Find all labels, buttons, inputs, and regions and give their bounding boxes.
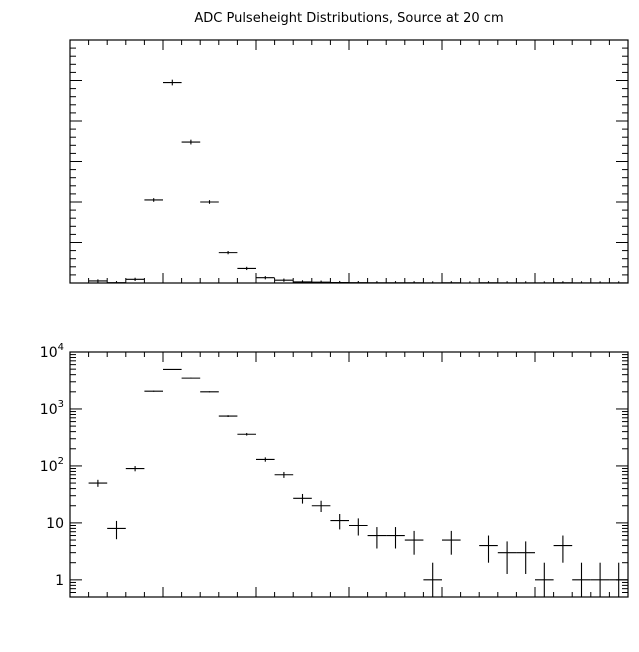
data-point	[181, 377, 201, 379]
data-point	[535, 281, 554, 284]
linear-scale-panel	[69, 39, 629, 284]
data-point	[311, 280, 331, 283]
data-point	[200, 200, 219, 204]
plot-frame	[69, 351, 629, 598]
data-point	[107, 520, 126, 540]
data-point	[107, 281, 126, 284]
data-point	[237, 266, 256, 271]
data-point	[386, 527, 405, 549]
data-point	[293, 280, 312, 283]
data-point	[497, 541, 517, 574]
data-point	[200, 391, 219, 393]
data-point	[497, 281, 517, 284]
data-point	[349, 281, 368, 284]
data-point	[553, 535, 573, 563]
y-tick-label: 104	[40, 342, 64, 361]
data-point	[367, 527, 387, 549]
data-point	[516, 281, 535, 284]
data-point	[349, 518, 368, 536]
data-point	[293, 493, 312, 504]
data-point	[218, 251, 238, 255]
data-point	[144, 390, 163, 392]
y-tick-label-exponent: 2	[58, 456, 64, 467]
y-tick-label-exponent: 3	[58, 399, 64, 410]
data-point	[404, 281, 424, 284]
y-tick-label-exponent: 4	[58, 342, 64, 353]
data-point	[88, 479, 108, 487]
data-point	[256, 276, 275, 280]
data-point	[609, 281, 628, 284]
data-point	[442, 530, 461, 555]
y-tick-label: 10	[46, 516, 64, 532]
data-point	[404, 530, 424, 555]
y-tick-label-base: 10	[40, 402, 58, 418]
data-point	[516, 541, 535, 574]
data-point	[367, 281, 387, 284]
data-point	[274, 471, 294, 478]
data-point	[572, 562, 591, 597]
data-point	[442, 281, 461, 284]
y-tick-label: 1	[55, 573, 64, 589]
data-point	[256, 457, 275, 462]
y-tick-label: 102	[40, 456, 64, 475]
data-point	[330, 514, 349, 530]
plot-frame	[69, 39, 629, 284]
data-point	[386, 281, 405, 284]
data-point	[609, 562, 628, 597]
data-point	[423, 281, 442, 284]
data-point	[423, 562, 442, 597]
data-point	[125, 277, 145, 281]
chart-title: ADC Pulseheight Distributions, Source at…	[194, 11, 503, 26]
data-point	[144, 198, 163, 202]
data-point	[330, 280, 349, 284]
data-point	[163, 79, 182, 86]
data-point	[218, 415, 238, 418]
data-point	[590, 281, 610, 284]
data-point	[125, 466, 145, 472]
data-point	[572, 281, 591, 284]
y-tick-label-base: 10	[40, 459, 58, 475]
y-tick-label-base: 10	[40, 345, 58, 361]
data-point	[181, 139, 201, 145]
data-point	[535, 562, 554, 597]
data-point	[553, 281, 573, 284]
data-point	[460, 281, 480, 284]
data-point	[88, 279, 108, 283]
data-point	[479, 535, 498, 563]
data-point	[479, 281, 498, 284]
data-point	[590, 562, 610, 597]
data-point	[311, 500, 331, 513]
data-point	[274, 278, 294, 282]
data-point	[163, 368, 182, 370]
data-point	[237, 432, 256, 436]
y-tick-label: 103	[40, 399, 64, 418]
